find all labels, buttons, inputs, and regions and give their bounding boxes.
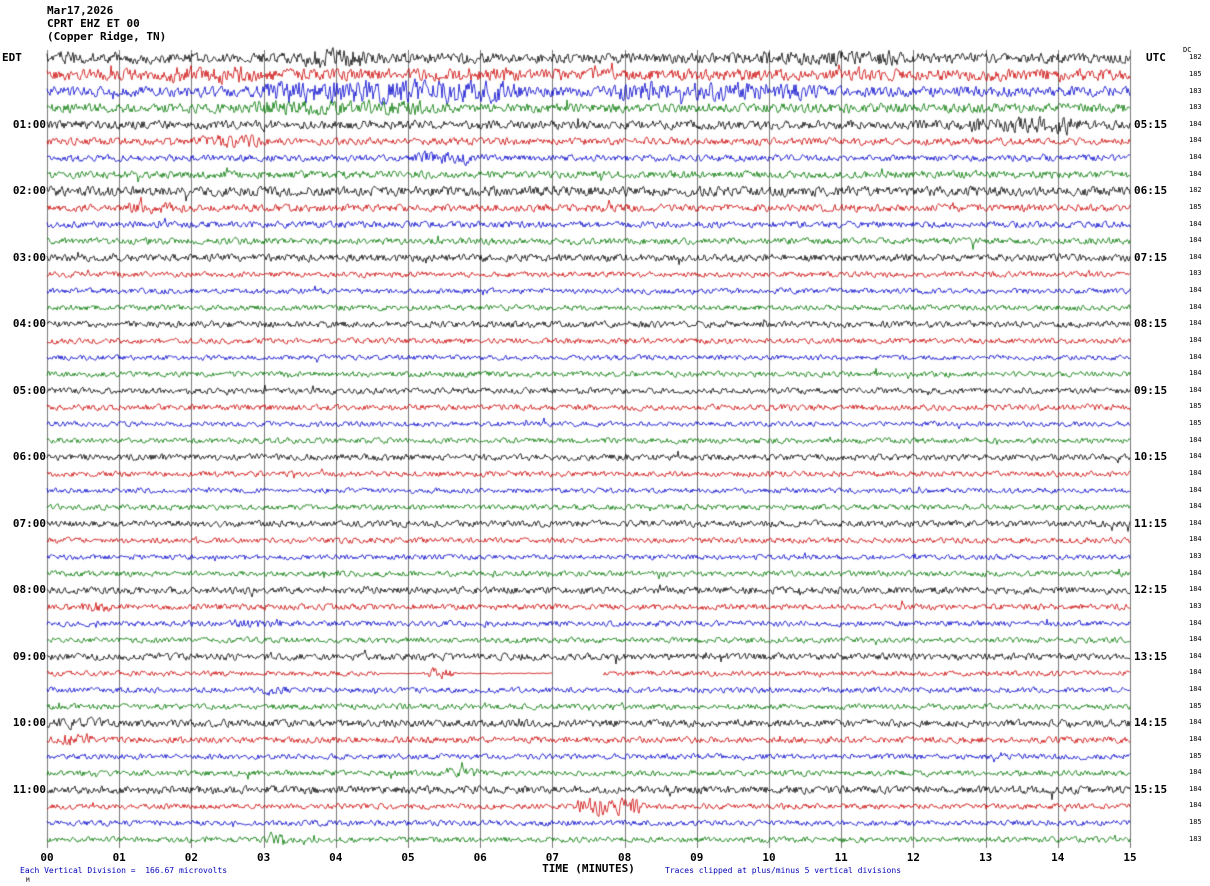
footer-clip-note: Traces clipped at plus/minus 5 vertical …: [665, 866, 902, 875]
dc-value: 184: [1189, 618, 1202, 627]
dc-value: 184: [1189, 169, 1202, 178]
hour-label-edt: 06:00: [12, 450, 46, 464]
dc-value: 184: [1189, 136, 1202, 145]
hour-label-utc: 15:15: [1134, 782, 1168, 796]
dc-value: 184: [1189, 685, 1202, 694]
hour-label-edt: 11:00: [12, 782, 46, 796]
hour-label-utc: 10:15: [1134, 450, 1168, 464]
dc-value: 185: [1189, 818, 1202, 827]
dc-value: 184: [1189, 784, 1202, 793]
dc-value: 184: [1189, 153, 1202, 162]
dc-value: 185: [1189, 751, 1202, 760]
hour-label-utc: 08:15: [1134, 317, 1168, 331]
hour-label-utc: 09:15: [1134, 383, 1168, 397]
dc-value: 184: [1189, 286, 1202, 295]
dc-value: 184: [1189, 435, 1202, 444]
dc-value: 184: [1189, 335, 1202, 344]
hour-label-utc: 14:15: [1134, 716, 1168, 730]
dc-value: 183: [1189, 552, 1202, 561]
hour-label-utc: 05:15: [1134, 117, 1168, 131]
dc-value: 185: [1189, 69, 1202, 78]
dc-value: 183: [1189, 269, 1202, 278]
hour-label-edt: 05:00: [12, 383, 46, 397]
dc-value: 183: [1189, 86, 1202, 95]
dc-value: 184: [1189, 535, 1202, 544]
dc-offset-label: DC: [1183, 46, 1192, 54]
dc-value: 184: [1189, 302, 1202, 311]
dc-value: 185: [1189, 202, 1202, 211]
hour-label-edt: 09:00: [12, 649, 46, 663]
hour-label-edt: 04:00: [12, 317, 46, 331]
hour-label-utc: 11:15: [1134, 516, 1168, 530]
dc-value: 184: [1189, 734, 1202, 743]
dc-value: 184: [1189, 452, 1202, 461]
dc-value: 184: [1189, 352, 1202, 361]
dc-value: 184: [1189, 252, 1202, 261]
x-tick-label: 03: [256, 851, 271, 864]
hour-label-edt: 01:00: [12, 117, 46, 131]
x-tick-label: 13: [978, 851, 993, 864]
header-location: (Copper Ridge, TN): [47, 30, 167, 43]
dc-value: 184: [1189, 485, 1202, 494]
x-tick-label: 00: [40, 851, 54, 864]
dc-value: 184: [1189, 502, 1202, 511]
dc-value: 184: [1189, 319, 1202, 328]
dc-value: 184: [1189, 468, 1202, 477]
corner-mark: M: [26, 877, 30, 884]
x-tick-label: 01: [112, 851, 126, 864]
hour-label-edt: 08:00: [12, 583, 46, 597]
x-tick-label: 11: [834, 851, 848, 864]
dc-value: 184: [1189, 768, 1202, 777]
dc-value: 184: [1189, 718, 1202, 727]
x-tick-label: 07: [545, 851, 560, 864]
dc-value: 184: [1189, 385, 1202, 394]
timezone-left-label: EDT: [2, 51, 22, 64]
dc-value: 185: [1189, 701, 1202, 710]
hour-label-utc: 12:15: [1134, 583, 1168, 597]
timezone-right-label: UTC: [1146, 51, 1166, 64]
x-tick-label: 10: [762, 851, 776, 864]
dc-value: 184: [1189, 801, 1202, 810]
x-tick-label: 14: [1051, 851, 1065, 864]
hour-label-utc: 06:15: [1134, 184, 1168, 198]
x-tick-label: 04: [329, 851, 343, 864]
hour-label-utc: 07:15: [1134, 250, 1168, 264]
header-date: Mar17,2026: [47, 4, 114, 17]
x-tick-label: 08: [617, 851, 632, 864]
dc-value: 184: [1189, 119, 1202, 128]
hour-label-edt: 07:00: [12, 516, 46, 530]
dc-value: 184: [1189, 518, 1202, 527]
dc-value: 184: [1189, 651, 1202, 660]
dc-value: 184: [1189, 635, 1202, 644]
x-tick-label: 05: [401, 851, 415, 864]
dc-value: 183: [1189, 601, 1202, 610]
hour-label-utc: 13:15: [1134, 649, 1168, 663]
dc-value: 185: [1189, 419, 1202, 428]
dc-value: 184: [1189, 585, 1202, 594]
header-station: CPRT EHZ ET 00: [47, 17, 140, 30]
dc-value: 184: [1189, 668, 1202, 677]
dc-value: 185: [1189, 402, 1202, 411]
dc-value: 182: [1189, 53, 1202, 62]
x-tick-label: 15: [1123, 851, 1137, 864]
hour-label-edt: 03:00: [12, 250, 46, 264]
dc-value: 184: [1189, 219, 1202, 228]
hour-label-edt: 10:00: [12, 716, 46, 730]
x-tick-label: 06: [473, 851, 487, 864]
x-tick-label: 09: [690, 851, 704, 864]
hour-label-edt: 02:00: [12, 184, 46, 198]
dc-value: 183: [1189, 103, 1202, 112]
footer-scale-note: Each Vertical Division = 166.67 microvol…: [20, 866, 228, 875]
x-tick-label: 12: [906, 851, 921, 864]
dc-value: 182: [1189, 186, 1202, 195]
x-axis-title: TIME (MINUTES): [542, 862, 635, 875]
x-tick-label: 02: [184, 851, 199, 864]
dc-value: 183: [1189, 834, 1202, 843]
dc-value: 184: [1189, 236, 1202, 245]
dc-value: 184: [1189, 568, 1202, 577]
dc-value: 184: [1189, 369, 1202, 378]
